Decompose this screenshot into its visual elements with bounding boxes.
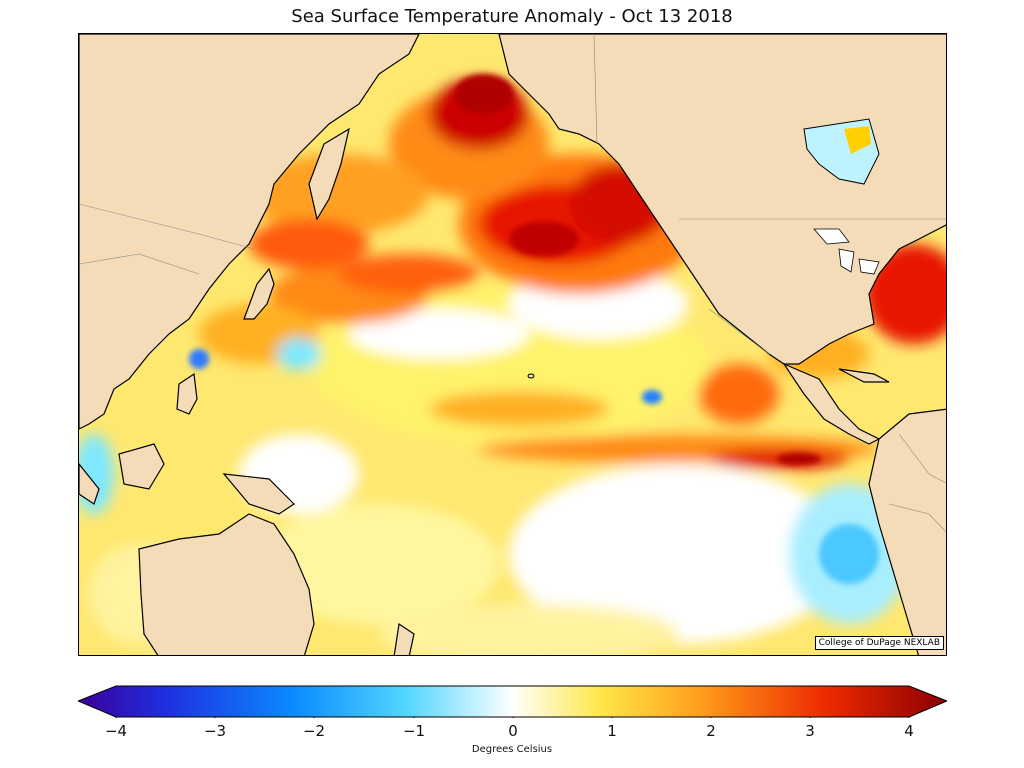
land-borneo xyxy=(118,443,165,490)
land-kamchatka xyxy=(308,127,350,221)
land-philippines xyxy=(176,372,198,415)
colorbar-ticks xyxy=(115,717,910,718)
land-north-america xyxy=(498,34,946,365)
land-asia xyxy=(79,34,420,430)
colorbar-tick-label: −3 xyxy=(203,722,227,740)
great-lakes xyxy=(813,228,880,275)
land-sumatra xyxy=(79,463,100,505)
credit-box: College of DuPage NEXLAB xyxy=(814,636,944,650)
colorbar-label: Degrees Celsius xyxy=(471,744,553,755)
land-new-zealand xyxy=(393,622,415,655)
land-cuba xyxy=(838,368,890,383)
map-canvas xyxy=(79,34,946,655)
land-new-guinea xyxy=(222,473,295,515)
anomaly-map[interactable]: College of DuPage NEXLAB xyxy=(78,33,947,656)
colorbar-tick-label: 4 xyxy=(904,722,914,740)
hawaii-icon xyxy=(527,373,535,379)
colorbar-tick-label: 0 xyxy=(508,722,518,740)
colorbar-tick-label: 3 xyxy=(805,722,815,740)
borders xyxy=(79,34,946,533)
map-title: Sea Surface Temperature Anomaly - Oct 13… xyxy=(291,6,733,27)
hudson-bay xyxy=(803,118,880,185)
colorbar-tick-label: −4 xyxy=(104,722,128,740)
land-central-america xyxy=(782,362,881,445)
colorbar-gradient xyxy=(78,685,947,718)
land-japan xyxy=(243,267,275,320)
colorbar xyxy=(78,685,947,718)
colorbar-tick-label: 1 xyxy=(607,722,617,740)
colorbar-tick-label: 2 xyxy=(706,722,716,740)
colorbar-tick-label: −2 xyxy=(302,722,326,740)
colorbar-tick-label: −1 xyxy=(402,722,426,740)
land-australia xyxy=(138,513,315,655)
land-layer xyxy=(79,34,946,655)
